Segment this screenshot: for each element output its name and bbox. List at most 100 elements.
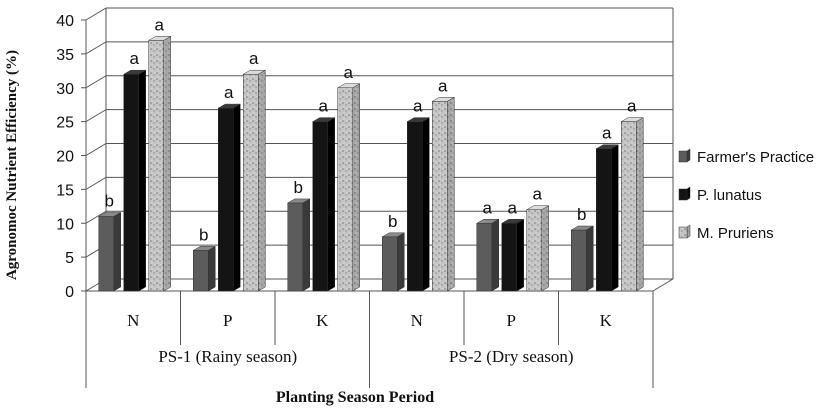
significance-letter: a — [413, 97, 423, 116]
bar-side — [491, 218, 499, 292]
bar-front — [596, 148, 612, 292]
bar-side — [516, 218, 524, 292]
gridline-side — [85, 143, 107, 156]
bar-side — [163, 35, 171, 292]
x-tick-label: K — [316, 311, 329, 330]
x-tick-label: P — [223, 311, 232, 330]
group-label: PS-1 (Rainy season) — [158, 347, 297, 366]
bar-front — [621, 121, 637, 292]
significance-letter: a — [627, 97, 637, 116]
bar-top — [311, 117, 336, 122]
x-tick-label: N — [127, 311, 139, 330]
bar-front — [193, 250, 209, 292]
significance-letter: a — [319, 97, 329, 116]
y-axis-ticks: 0 5 10 15 20 25 30 35 40 — [56, 13, 86, 301]
significance-letter: a — [602, 124, 612, 143]
gridline-side — [85, 176, 107, 190]
bar-side — [611, 144, 619, 292]
bar-0-5 — [570, 225, 595, 292]
bar-top — [147, 36, 172, 41]
y-tick-label: 15 — [56, 182, 74, 199]
bar-front — [148, 40, 164, 292]
significance-letter: b — [577, 205, 586, 224]
legend-swatch-side — [686, 186, 691, 201]
bar-top — [122, 69, 147, 75]
legend-swatch-side — [686, 148, 691, 163]
bar-top — [381, 232, 406, 238]
legend-item-2: M. Pruriens — [678, 224, 774, 242]
bar-0-2 — [286, 198, 311, 292]
bar-front — [432, 101, 448, 292]
legend-swatch — [678, 226, 688, 239]
bar-top — [192, 246, 217, 251]
y-tick-label: 20 — [56, 149, 74, 166]
bar-front — [407, 121, 423, 292]
legend-swatch — [678, 188, 688, 201]
bar-side — [258, 69, 266, 292]
bars — [97, 35, 645, 292]
bar-2-5 — [620, 117, 645, 292]
y-tick-label: 30 — [56, 81, 74, 98]
gridline-side — [85, 7, 107, 21]
bar-top — [525, 205, 550, 210]
legend-item-0: Farmer's Practice — [678, 148, 814, 166]
bar-front — [571, 229, 587, 292]
legend-swatch — [678, 150, 688, 163]
gridline-side — [85, 41, 107, 55]
bar-1-1 — [217, 103, 242, 292]
y-axis-label: Agronomoc Nutrient Efficiency (%) — [4, 50, 20, 280]
bar-top — [475, 219, 500, 224]
significance-letter: a — [249, 49, 259, 68]
bar-top — [336, 83, 361, 88]
y-tick-label: 10 — [56, 216, 74, 233]
significance-letter: a — [438, 76, 448, 95]
bar-1-5 — [595, 144, 620, 292]
y-tick-label: 40 — [56, 13, 74, 30]
bar-front — [526, 209, 542, 292]
bar-front — [123, 73, 139, 292]
significance-letter: a — [533, 185, 543, 204]
bar-side — [447, 96, 455, 292]
bar-top — [570, 225, 595, 231]
bar-1-2 — [311, 117, 336, 292]
bar-0-4 — [475, 218, 500, 292]
legend-label: P. lunatus — [697, 187, 762, 204]
bar-top — [286, 198, 311, 204]
bar-top — [406, 117, 431, 122]
significance-letter: a — [483, 198, 493, 217]
bar-side — [208, 245, 216, 292]
bar-side — [636, 117, 644, 292]
y-tick-label: 35 — [56, 47, 74, 64]
bar-top — [595, 144, 620, 149]
bar-top — [620, 117, 645, 122]
bar-top — [97, 212, 122, 217]
bar-front — [312, 121, 328, 292]
legend-swatch-side — [686, 224, 691, 239]
bar-side — [138, 69, 146, 292]
bar-front — [382, 236, 398, 292]
bar-2-1 — [242, 69, 267, 292]
x-tick-label: P — [507, 311, 516, 330]
bar-top — [431, 97, 456, 102]
bar-2-0 — [147, 35, 172, 292]
bar-front — [287, 202, 303, 292]
significance-letter: a — [508, 198, 518, 217]
bar-top — [217, 103, 242, 109]
y-tick-label: 0 — [65, 284, 74, 301]
x-tick-label: K — [600, 311, 613, 330]
bar-side — [397, 232, 405, 292]
legend: Farmer's Practice P. lunatus M. Pruriens — [678, 148, 814, 242]
bar-side — [541, 205, 549, 292]
bar-front — [501, 223, 517, 292]
bar-side — [233, 103, 241, 292]
bar-0-1 — [192, 245, 217, 292]
significance-letter: b — [105, 191, 114, 210]
bar-2-2 — [336, 83, 361, 292]
significance-letter: a — [224, 83, 234, 102]
bar-front — [218, 107, 234, 292]
significance-letter: b — [294, 178, 303, 197]
bar-side — [327, 117, 335, 292]
y-tick-label: 5 — [65, 250, 74, 267]
bar-front — [476, 223, 492, 292]
bar-top — [242, 69, 267, 75]
